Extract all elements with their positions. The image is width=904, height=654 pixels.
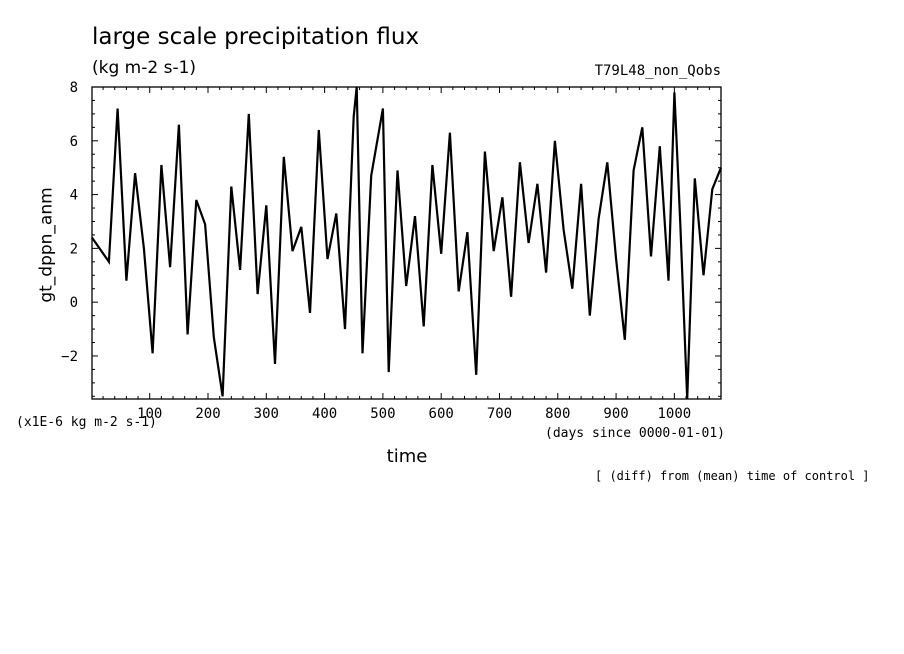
y-axis-units: (x1E-6 kg m-2 s-1) <box>16 415 157 430</box>
run-label: T79L48_non_Qobs <box>594 63 721 79</box>
y-tick-label: −2 <box>61 349 78 365</box>
chart-subtitle: (kg m-2 s-1) <box>92 58 197 78</box>
axis-ticks: 100 200 300 400 500 600 700 800 900 1000 −2 0 2 4 6 8 <box>61 80 722 422</box>
x-tick-label: 300 <box>254 406 279 422</box>
y-tick-label: 8 <box>70 80 78 96</box>
plot-frame <box>91 86 722 400</box>
footnote: [ (diff) from (mean) time of control ] <box>595 469 870 483</box>
x-tick-label: 700 <box>487 406 512 422</box>
y-tick-label: 4 <box>70 188 78 204</box>
x-tick-label: 900 <box>603 406 628 422</box>
x-tick-label: 200 <box>195 406 220 422</box>
series-line <box>91 86 723 400</box>
chart-title: large scale precipitation flux <box>92 24 420 50</box>
x-tick-label: 1000 <box>658 406 692 422</box>
x-tick-label: 600 <box>429 406 454 422</box>
x-tick-label: 800 <box>545 406 570 422</box>
y-tick-label: 2 <box>70 241 78 257</box>
series-layer <box>91 86 723 400</box>
x-tick-label: 500 <box>370 406 395 422</box>
x-axis-label: time <box>386 446 428 467</box>
y-tick-label: 0 <box>70 295 78 311</box>
x-axis-units: (days since 0000-01-01) <box>545 426 726 441</box>
x-tick-label: 400 <box>312 406 337 422</box>
x-tick-label: 100 <box>137 406 162 422</box>
y-tick-label: 6 <box>70 134 78 150</box>
